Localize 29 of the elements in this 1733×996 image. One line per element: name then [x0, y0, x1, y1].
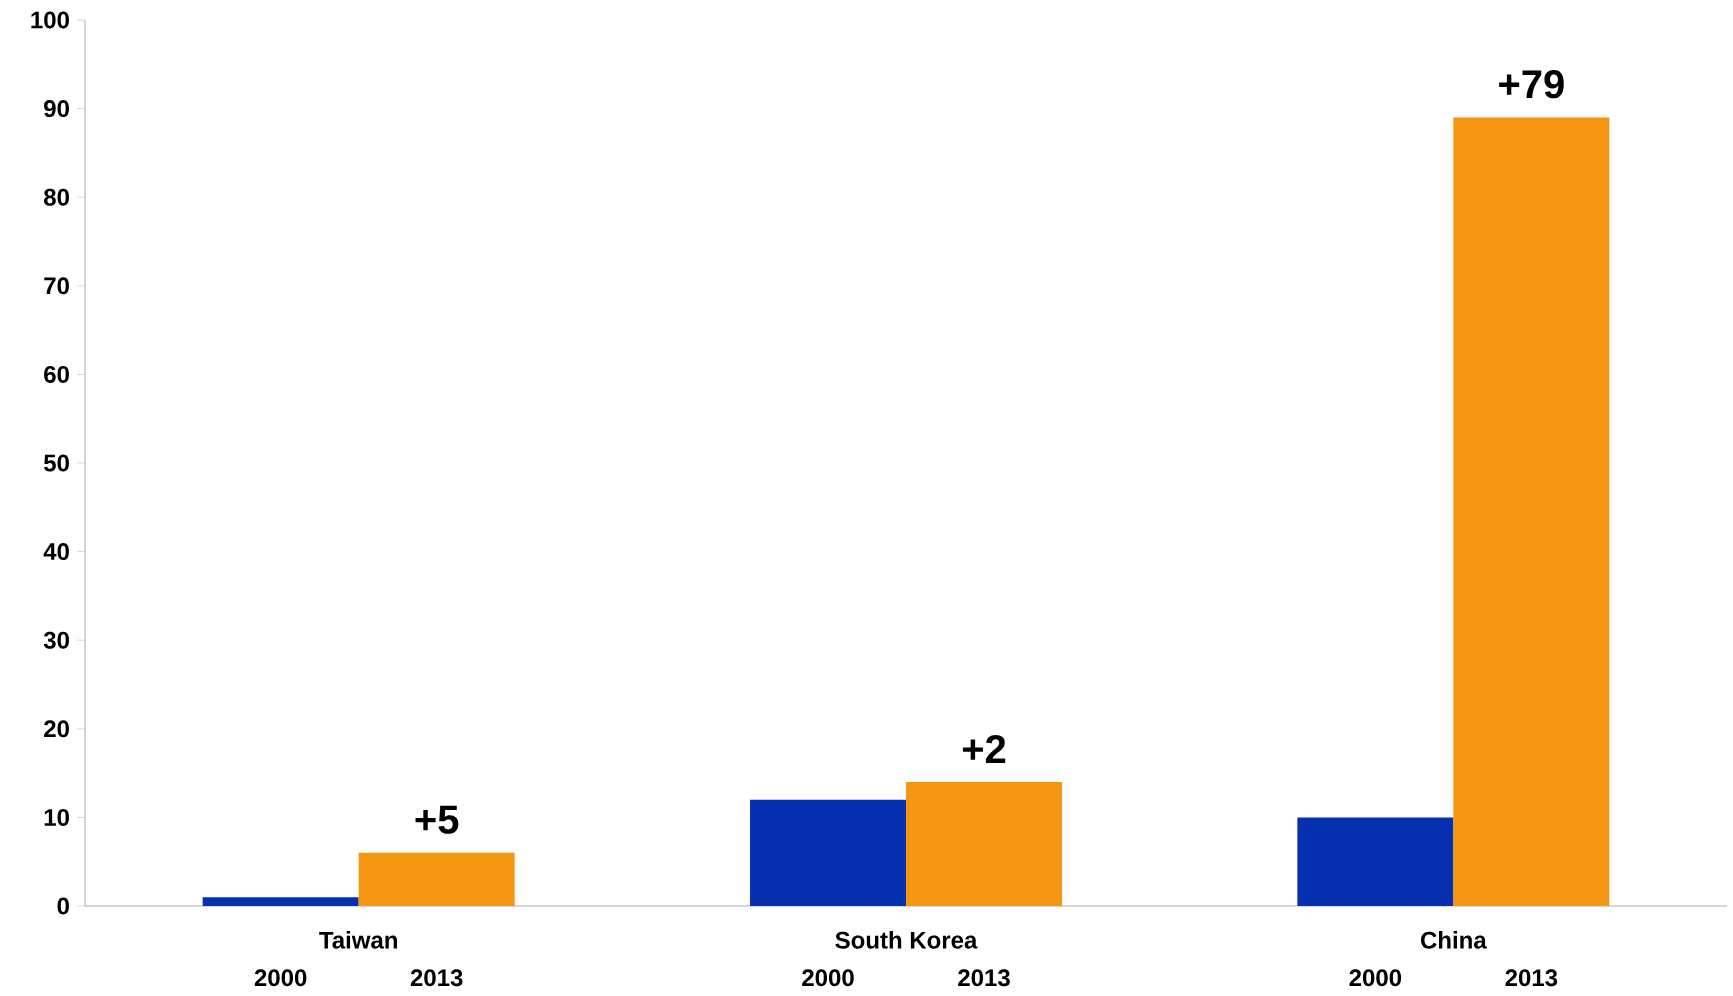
y-tick-label: 0	[57, 897, 69, 915]
text: 2013	[1505, 969, 1558, 987]
text: 2013	[410, 969, 463, 987]
y-tick-label: 10	[44, 808, 69, 826]
text: 2000	[254, 969, 307, 987]
text: 2013	[958, 969, 1010, 987]
y-tick-label: 90	[44, 100, 69, 118]
annotation: +2	[962, 734, 1006, 763]
text: 2000	[1349, 969, 1402, 987]
y-tick-label: 30	[43, 631, 69, 649]
y-tick-label: 70	[44, 277, 69, 295]
x-tick-label: Taiwan	[319, 931, 397, 949]
y-tick-label: 50	[43, 454, 69, 472]
y-tick-label: 20	[44, 720, 69, 738]
annotation: +5	[415, 805, 459, 834]
bar	[750, 799, 907, 906]
bar	[202, 897, 359, 906]
y-tick-label: 40	[43, 543, 69, 561]
bar	[358, 852, 515, 906]
y-tick-label: 60	[44, 365, 69, 383]
bar	[1453, 117, 1610, 906]
y-tick-label: 100	[31, 11, 69, 29]
annotation: +79	[1499, 70, 1564, 99]
y-tick-label: 80	[43, 188, 69, 206]
x-tick-label: China	[1420, 931, 1487, 949]
text: 2000	[802, 969, 854, 987]
bar	[1297, 817, 1454, 906]
bar	[906, 781, 1063, 906]
x-tick-label: South Korea	[835, 931, 978, 949]
